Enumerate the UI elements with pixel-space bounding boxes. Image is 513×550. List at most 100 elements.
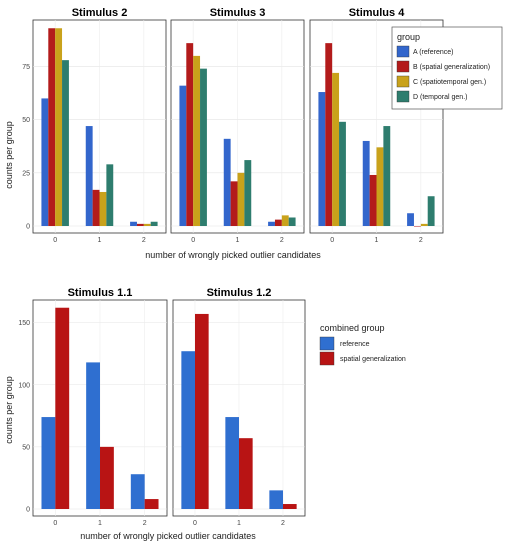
x-tick-label: 0 <box>53 237 57 244</box>
legend-swatch <box>396 90 410 103</box>
bar <box>186 43 194 226</box>
chart-panel: Stimulus 2 0 1 2 0 25 50 75 <box>22 7 167 244</box>
bar <box>239 438 253 509</box>
bar <box>41 98 49 226</box>
bar <box>362 140 370 226</box>
top-legend-title: group <box>397 32 420 42</box>
chart-panel: Stimulus 1.2 0 1 2 <box>172 287 306 527</box>
bar <box>339 121 346 226</box>
bottom-legend-title: combined group <box>320 323 385 333</box>
y-tick-label: 25 <box>22 170 30 177</box>
bar <box>369 174 377 226</box>
chart-panel: Stimulus 3 0 1 2 <box>170 7 305 244</box>
legend-item: reference <box>319 336 370 351</box>
bar <box>179 85 187 227</box>
bar <box>55 28 63 227</box>
bar <box>48 28 56 227</box>
chart-panel: Stimulus 1.1 0 1 2 0 50 100 150 <box>18 287 168 527</box>
bar <box>223 138 231 226</box>
x-tick-label: 1 <box>375 237 379 244</box>
panel-title: Stimulus 1.2 <box>207 287 272 299</box>
bar <box>195 313 209 509</box>
bar <box>288 217 296 226</box>
x-tick-label: 0 <box>53 520 57 527</box>
x-tick-label: 2 <box>143 520 147 527</box>
bar <box>41 417 56 509</box>
y-tick-label: 50 <box>22 117 30 124</box>
legend-label: A (reference) <box>413 49 453 56</box>
legend-item: spatial generalization <box>319 351 406 366</box>
legend-swatch <box>396 75 410 88</box>
x-tick-label: 1 <box>236 237 240 244</box>
bar <box>130 221 137 226</box>
panel-title: Stimulus 1.1 <box>68 287 133 299</box>
x-tick-label: 0 <box>191 237 195 244</box>
y-tick-label: 0 <box>26 507 30 514</box>
y-tick-label: 75 <box>22 64 30 71</box>
bar <box>85 126 93 226</box>
legend-swatch <box>396 45 410 58</box>
bar <box>274 219 282 226</box>
bar <box>318 92 326 226</box>
bar <box>150 221 158 226</box>
bar <box>130 474 145 509</box>
legend-label: D (temporal gen.) <box>413 94 467 101</box>
bar <box>283 504 297 509</box>
x-tick-label: 2 <box>142 237 146 244</box>
bar <box>413 226 421 227</box>
x-tick-label: 2 <box>419 237 423 244</box>
bar <box>193 55 201 226</box>
legend-item: A (reference) <box>396 45 453 58</box>
bar <box>332 72 340 226</box>
legend-label: spatial generalization <box>340 356 406 363</box>
bar <box>181 351 195 509</box>
x-tick-label: 2 <box>281 520 285 527</box>
bar <box>225 417 239 509</box>
bar <box>92 189 100 226</box>
bottom-ylabel: counts per group <box>4 376 14 444</box>
legend-item: B (spatial generalization) <box>396 60 490 73</box>
bottom-xlabel: number of wrongly picked outlier candida… <box>80 531 256 541</box>
bar <box>136 223 144 226</box>
bar <box>99 191 107 226</box>
bar <box>281 215 289 226</box>
legend-label: C (spatiotemporal gen.) <box>413 79 486 86</box>
y-tick-label: 100 <box>18 382 30 389</box>
x-tick-label: 1 <box>98 520 102 527</box>
x-tick-label: 1 <box>237 520 241 527</box>
bar <box>86 362 100 509</box>
legend-item: D (temporal gen.) <box>396 90 467 103</box>
panel-title: Stimulus 2 <box>72 7 128 19</box>
bar <box>376 147 384 226</box>
bar <box>325 43 333 226</box>
bar <box>407 213 414 226</box>
bar <box>230 181 238 226</box>
bar <box>106 164 114 226</box>
x-tick-label: 0 <box>193 520 197 527</box>
x-tick-label: 1 <box>98 237 102 244</box>
y-tick-label: 0 <box>26 224 30 231</box>
bar <box>100 446 114 509</box>
legend-label: B (spatial generalization) <box>413 64 490 71</box>
bar <box>62 60 69 226</box>
legend-swatch <box>319 351 335 366</box>
bar <box>268 221 275 226</box>
x-tick-label: 2 <box>280 237 284 244</box>
top-ylabel: counts per group <box>4 121 14 189</box>
bar <box>427 196 435 226</box>
bar <box>244 160 252 226</box>
bottom-legend: combined group reference spatial general… <box>319 323 406 366</box>
bar <box>383 126 391 226</box>
top-xlabel: number of wrongly picked outlier candida… <box>145 250 321 260</box>
x-tick-label: 0 <box>330 237 334 244</box>
bar <box>269 490 283 509</box>
bar <box>237 172 245 226</box>
legend-label: reference <box>340 341 370 348</box>
legend-swatch <box>396 60 410 73</box>
bar <box>55 307 70 509</box>
y-tick-label: 150 <box>18 320 30 327</box>
legend-item: C (spatiotemporal gen.) <box>396 75 486 88</box>
panel-title: Stimulus 3 <box>210 7 266 19</box>
bar <box>144 499 159 509</box>
